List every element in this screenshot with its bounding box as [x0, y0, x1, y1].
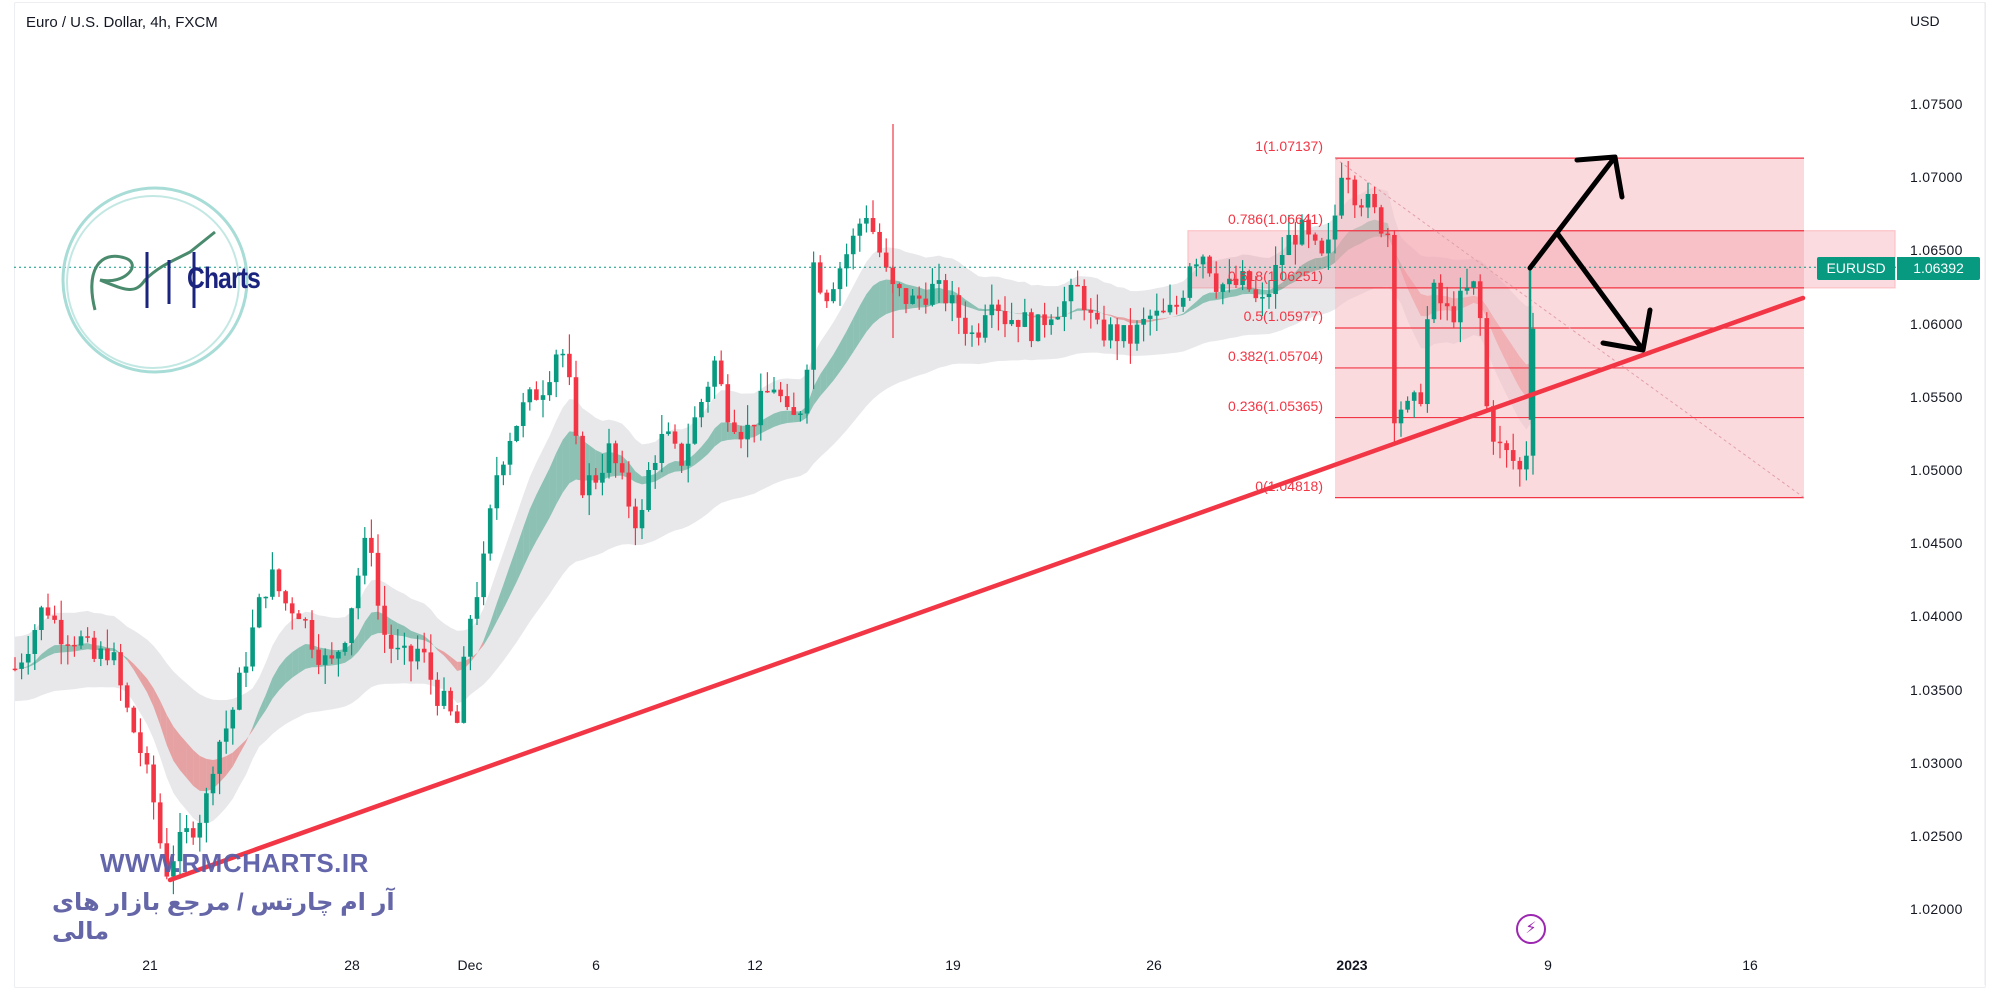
drawing-overlay[interactable]	[14, 2, 1986, 985]
price-tick: 1.02000	[1910, 901, 1963, 918]
watermark-url: WWW.RMCHARTS.IR	[100, 848, 369, 878]
time-tick: 16	[1742, 957, 1758, 973]
time-tick: 6	[592, 957, 600, 973]
time-tick: 28	[344, 957, 360, 973]
time-tick: 2023	[1336, 957, 1368, 973]
price-tick: 1.03000	[1910, 754, 1963, 771]
fib-level-label: 0.786(1.06641)	[1228, 210, 1323, 227]
time-tick: 21	[142, 957, 158, 973]
fibonacci-retracement[interactable]	[1187, 157, 1896, 499]
time-tick: 19	[945, 957, 961, 973]
fib-level-label: 0.618(1.06251)	[1228, 267, 1323, 284]
price-tick: 1.07500	[1910, 96, 1963, 112]
chart-title: Euro / U.S. Dollar, 4h, FXCM	[26, 14, 218, 31]
watermark-tagline: آر ام چارتس / مرجع بازار های مالی	[52, 889, 395, 945]
fib-level-label: 0.5(1.05977)	[1243, 307, 1323, 324]
candlestick-series	[12, 124, 1536, 895]
price-tick: 1.05500	[1910, 388, 1963, 405]
price-tick: 1.04000	[1910, 608, 1963, 625]
price-tick: 1.04500	[1910, 535, 1963, 552]
fib-level-label: 0.382(1.05704)	[1228, 347, 1323, 364]
fib-level-label: 0(1.04818)	[1255, 477, 1323, 494]
price-tick: 1.06500	[1910, 242, 1963, 259]
time-tick: 9	[1544, 957, 1552, 973]
symbol-price-label: EURUSD	[1817, 257, 1895, 280]
price-tick: 1.03500	[1910, 681, 1963, 698]
fib-level-label: 1(1.07137)	[1255, 138, 1323, 155]
price-tick: 1.07000	[1910, 169, 1963, 186]
last-price-label: 1.06392	[1897, 257, 1980, 280]
time-tick: 26	[1146, 957, 1162, 973]
logo-text: Charts	[187, 262, 261, 295]
lightning-icon[interactable]: ⚡	[1516, 914, 1546, 944]
price-tick: 1.02500	[1910, 828, 1963, 844]
currency-label: USD	[1910, 13, 1940, 29]
fib-level-label: 0.236(1.05365)	[1228, 397, 1323, 414]
time-tick: 12	[747, 957, 763, 973]
rmcharts-logo	[61, 186, 249, 374]
price-tick: 1.06000	[1910, 315, 1963, 332]
price-tick: 1.05000	[1910, 462, 1963, 478]
time-tick: Dec	[457, 957, 483, 973]
